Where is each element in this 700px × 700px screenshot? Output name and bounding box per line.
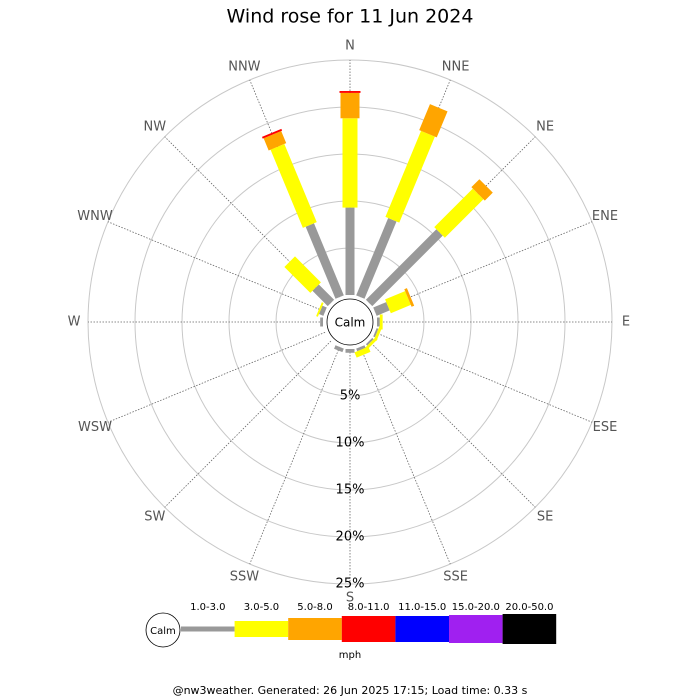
legend-label: 11.0-15.0 [398, 602, 446, 613]
bar-segment [365, 337, 374, 346]
direction-label: NW [144, 119, 167, 134]
bar-segment [339, 91, 361, 93]
bar-segment [342, 118, 358, 208]
bar-segment [356, 218, 397, 299]
bar-segment [312, 284, 335, 307]
calm-label: Calm [335, 316, 366, 330]
calm-circle [326, 298, 374, 346]
direction-label: SE [537, 510, 553, 525]
bar-segment [419, 104, 448, 138]
ring-label: 15% [336, 483, 365, 498]
bar-segment [261, 128, 283, 139]
direction-spoke [107, 221, 326, 313]
ring-label: 25% [336, 577, 365, 592]
direction-spoke [107, 331, 326, 423]
direction-label: W [68, 315, 81, 330]
bar-segment [385, 291, 411, 314]
direction-spoke [368, 340, 536, 508]
bar-segment [365, 337, 378, 350]
legend-swatch [288, 618, 342, 640]
direction-label: NNE [442, 60, 470, 75]
legend-swatch [395, 616, 449, 642]
bar-segment [318, 305, 327, 316]
direction-spoke [359, 346, 451, 565]
bar-segment [316, 302, 324, 317]
bar-segment [373, 328, 379, 338]
legend-label: 1.0-3.0 [190, 602, 225, 613]
bar-segment [356, 345, 366, 352]
ring-label: 5% [340, 389, 361, 404]
bar-segment [320, 317, 323, 327]
bar-segment [334, 345, 344, 353]
direction-label: ENE [592, 209, 618, 224]
bar-segment [373, 302, 390, 316]
direction-label: WNW [77, 209, 113, 224]
direction-spoke [164, 340, 332, 508]
legend-swatch [502, 614, 557, 644]
legend-label: 8.0-11.0 [348, 602, 390, 613]
direction-label: ESE [593, 420, 618, 435]
bar-segment [345, 349, 355, 353]
bar-segment [345, 207, 355, 295]
bar-segment [354, 346, 371, 358]
direction-label: S [346, 591, 354, 606]
direction-label: WSW [78, 420, 112, 435]
bar-segment [270, 143, 317, 228]
direction-spoke [374, 331, 593, 423]
direction-label: NE [536, 119, 554, 134]
bar-segment [379, 314, 383, 330]
bar-segment [340, 92, 360, 119]
chart-title: Wind rose for 11 Jun 2024 [227, 6, 474, 28]
legend-label: 3.0-5.0 [244, 602, 279, 613]
bar-segment [305, 223, 344, 299]
bar-segment [434, 188, 484, 238]
direction-label: SSE [443, 569, 468, 584]
direction-label: E [622, 315, 630, 330]
bar-segment [284, 256, 321, 293]
footer: @nw3weather. Generated: 26 Jun 2025 17:1… [173, 684, 528, 697]
bar-segment [365, 229, 443, 307]
legend-unit: mph [339, 650, 361, 661]
legend-calm-label: Calm [150, 626, 176, 637]
direction-label: NNW [228, 60, 260, 75]
direction-spoke [374, 221, 593, 313]
bar-segment [377, 317, 380, 327]
ring-label: 10% [336, 436, 365, 451]
direction-label: SSW [230, 569, 260, 584]
bar-segment [263, 131, 287, 151]
legend-label: 15.0-20.0 [452, 602, 500, 613]
bar-segment [404, 288, 415, 307]
legend-swatch [341, 616, 396, 642]
legend-calm-circle [145, 612, 181, 648]
legend-swatch [234, 621, 289, 637]
direction-label: N [345, 39, 355, 54]
legend-swatch [449, 615, 503, 643]
ring-label: 20% [336, 530, 365, 545]
direction-label: SW [144, 510, 165, 525]
bar-segment [471, 179, 493, 201]
bar-segment [385, 130, 435, 223]
legend-label: 20.0-50.0 [505, 602, 553, 613]
direction-spoke [249, 346, 341, 565]
legend-label: 5.0-8.0 [297, 602, 332, 613]
legend-swatch [181, 626, 235, 632]
